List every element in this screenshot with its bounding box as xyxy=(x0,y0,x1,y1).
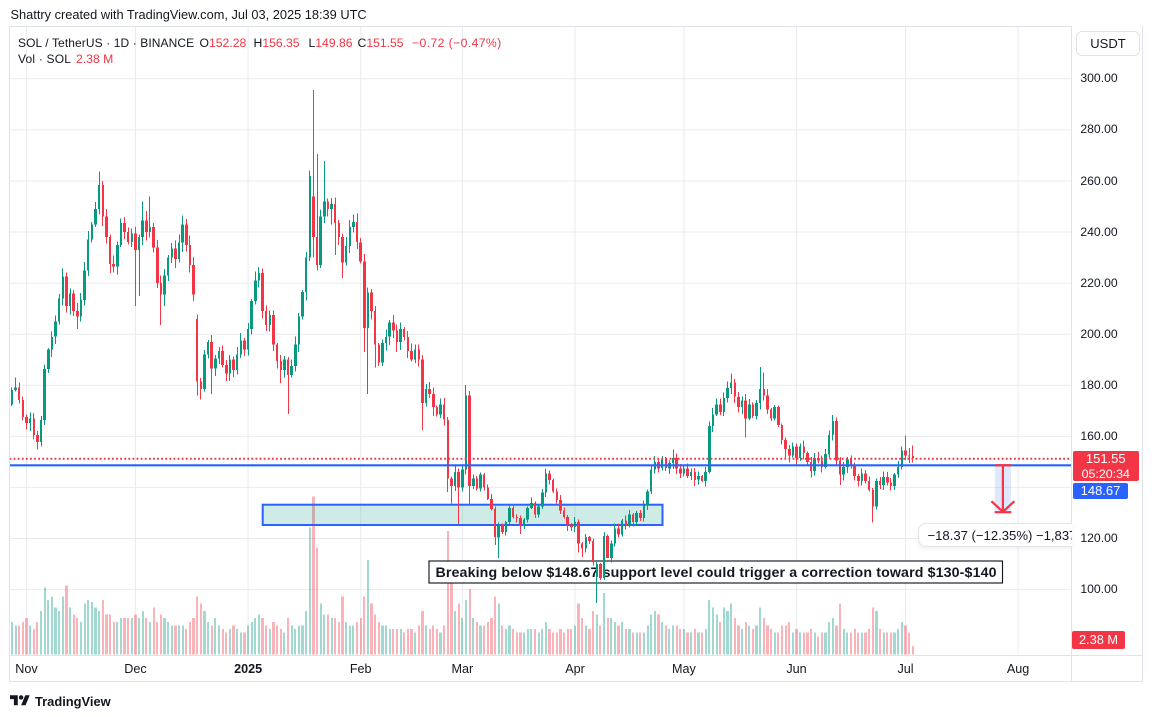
svg-text:Breaking below $148.67 support: Breaking below $148.67 support level cou… xyxy=(436,565,997,581)
